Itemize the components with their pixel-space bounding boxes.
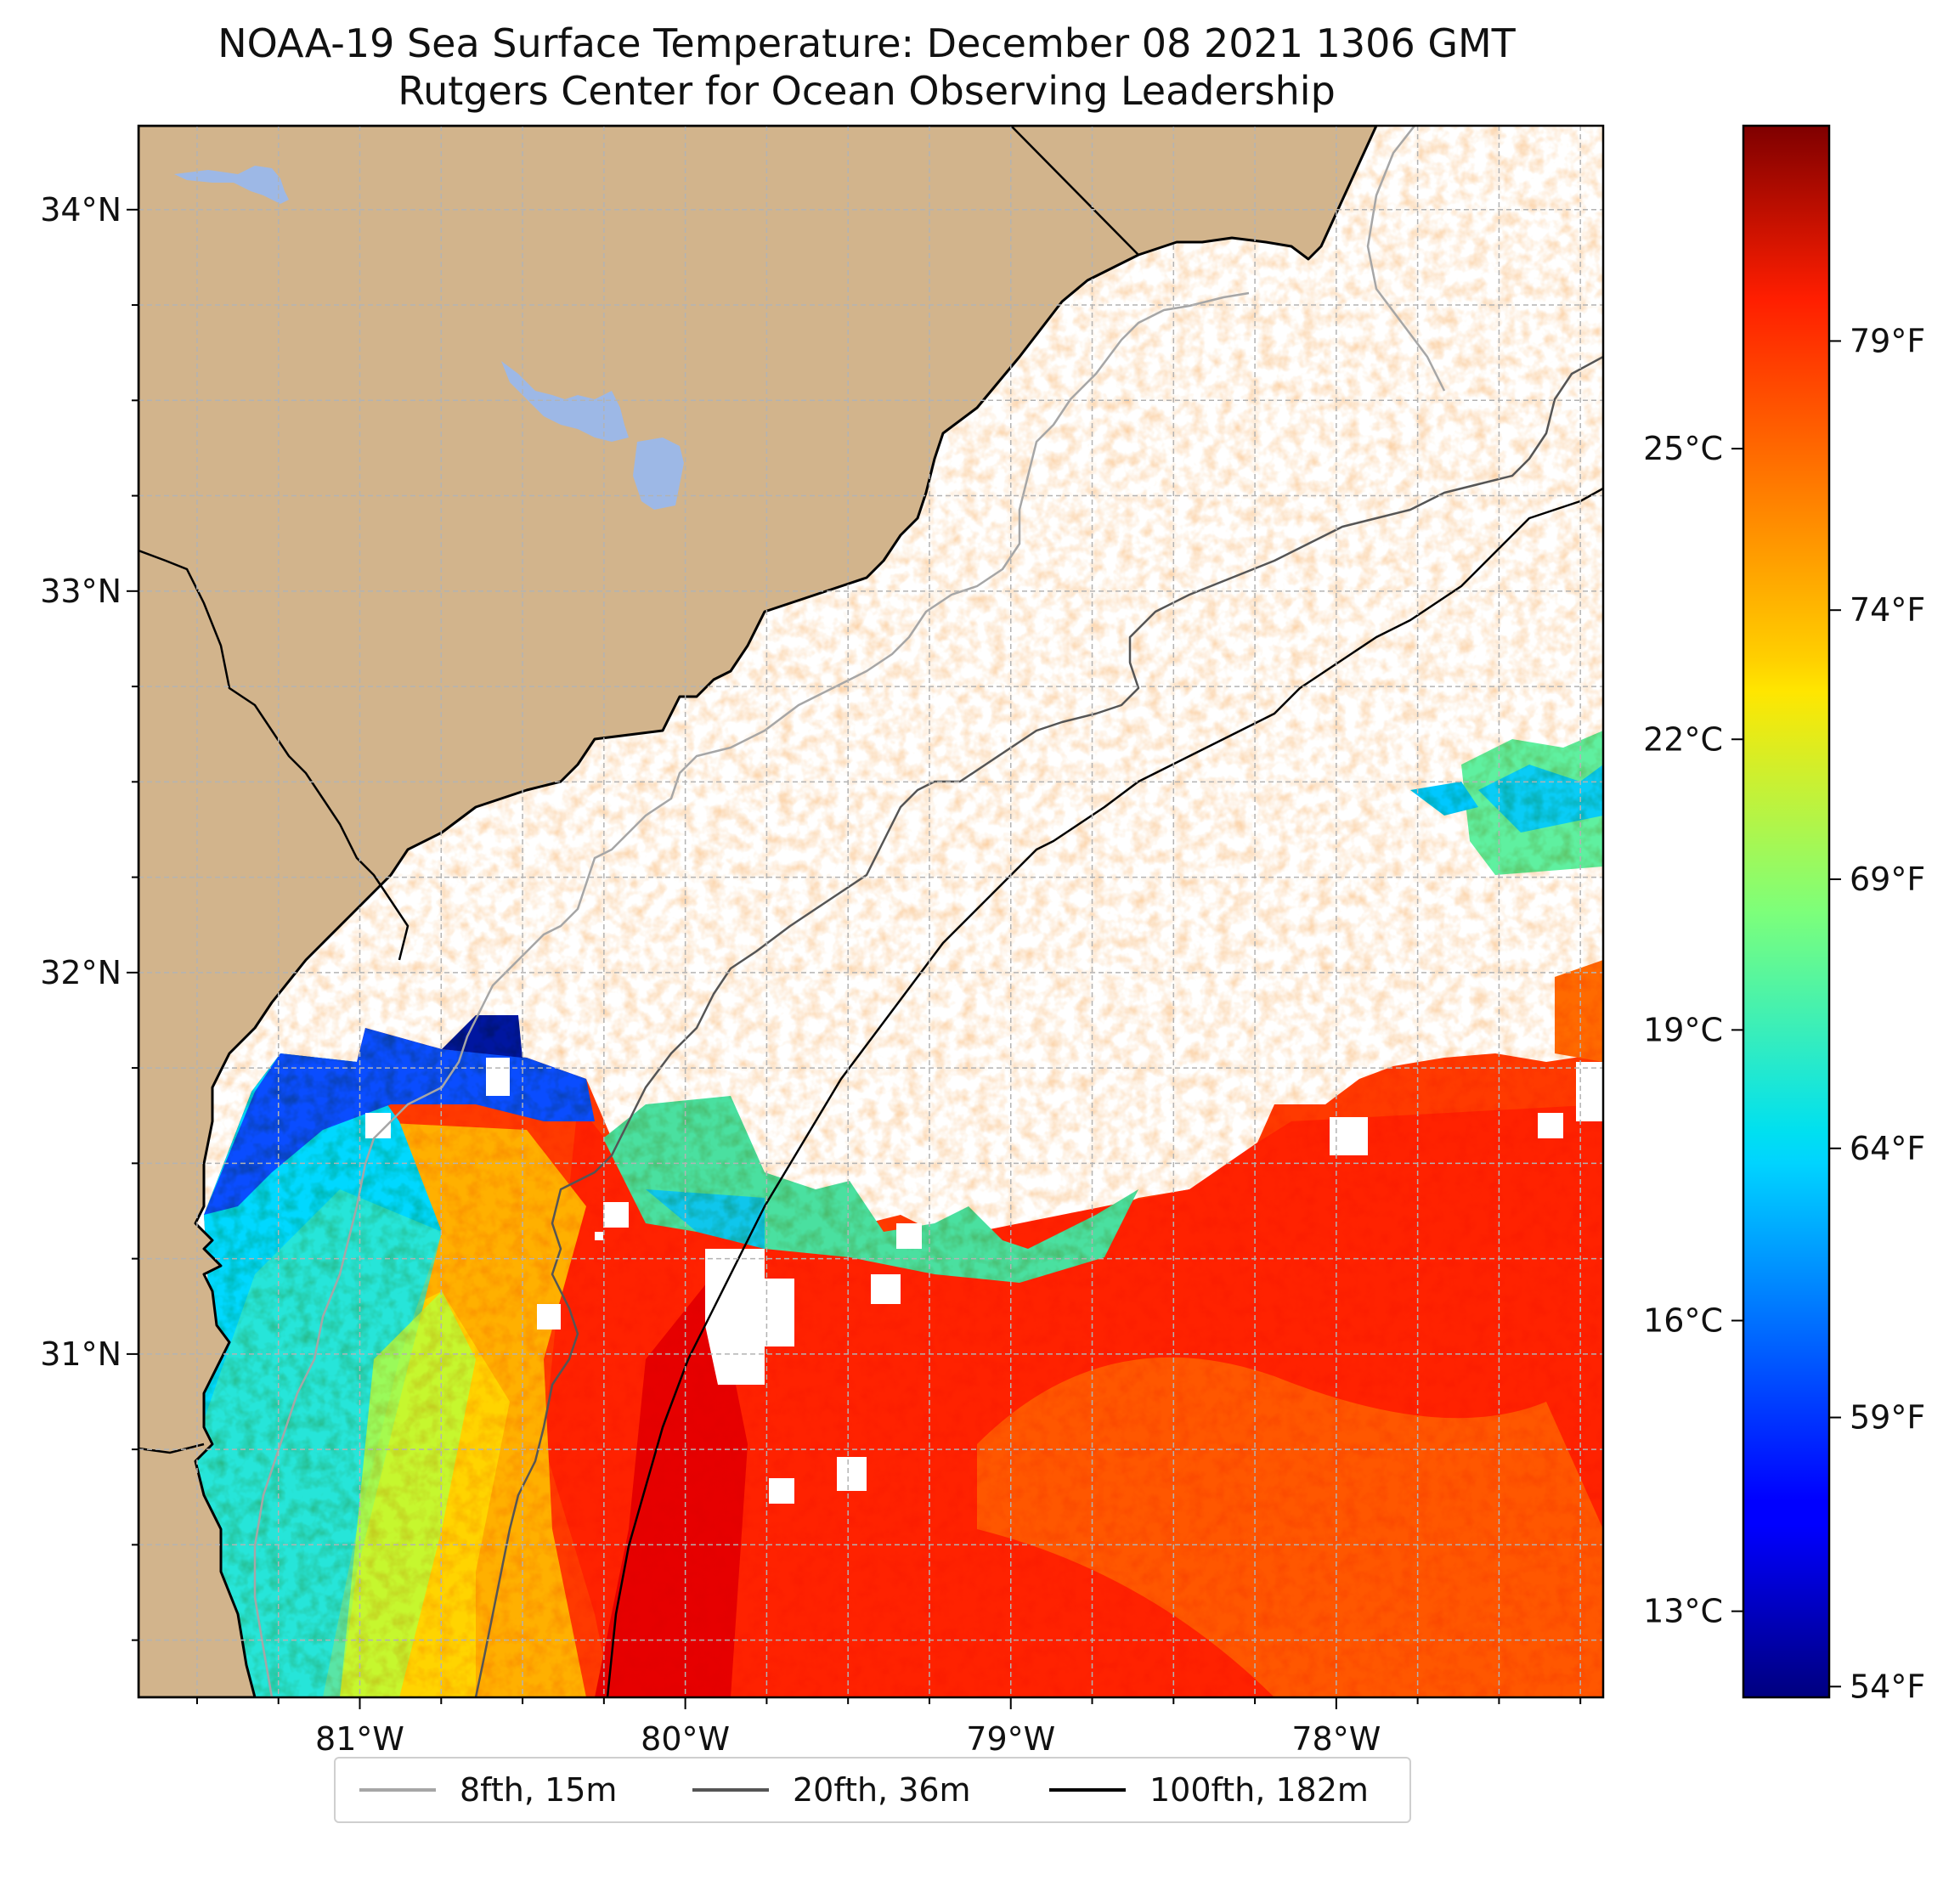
legend-label: 100fth, 182m [1149,1771,1369,1809]
colorbar-ticks: 79°F 74°F 69°F 64°F 59°F 54°F 25°C 22°C 19°C 16°C… [1643,322,1925,1705]
lakes [174,166,684,510]
legend-label: 20fth, 36m [793,1771,971,1809]
contour-8fth [253,126,1446,1697]
y-tick-label: 32°N [40,954,121,991]
contour-100fth [606,487,1603,1697]
colorbar-f-label: 54°F [1850,1668,1925,1705]
colorbar-c-label: 19°C [1643,1011,1723,1048]
legend-item-100fth: 100fth, 182m [1049,1759,1369,1821]
land-coastline [138,126,1378,1697]
chart-subtitle: Rutgers Center for Ocean Observing Leade… [398,68,1336,114]
map-gridlines [138,126,1603,1697]
x-tick-label: 78°W [1291,1720,1381,1758]
colorbar-c-label: 25°C [1643,430,1723,467]
legend-item-8fth: 8fth, 15m [359,1759,617,1821]
colorbar-f-label: 74°F [1850,591,1925,629]
chart-title: NOAA-19 Sea Surface Temperature: Decembe… [217,20,1516,66]
bathymetry-contours [253,126,1603,1697]
legend-item-20fth: 20fth, 36m [692,1759,971,1821]
map-axis-ticks: 81°W 80°W 79°W 78°W 34°N 33°N 32°N 31°N [40,191,1582,1758]
contour-20fth [474,355,1603,1697]
x-tick-label: 81°W [315,1720,404,1758]
colorbar-f-label: 79°F [1850,322,1925,359]
y-tick-label: 34°N [40,191,121,229]
colorbar-c-label: 13°C [1643,1593,1723,1630]
x-tick-label: 80°W [641,1720,730,1758]
colorbar-c-label: 16°C [1643,1302,1723,1340]
y-tick-label: 33°N [40,573,121,610]
colorbar-c-label: 22°C [1643,720,1723,758]
legend-swatch [359,1788,436,1792]
map-frame [137,124,1605,1699]
legend-swatch [1049,1788,1126,1792]
colorbar-f-label: 69°F [1850,861,1925,898]
y-tick-label: 31°N [40,1335,121,1373]
colorbar-f-label: 64°F [1850,1130,1925,1167]
colorbar-f-label: 59°F [1850,1399,1925,1437]
contour-legend: 8fth, 15m 20fth, 36m 100fth, 182m [334,1757,1411,1823]
legend-label: 8fth, 15m [460,1771,618,1809]
legend-swatch [692,1788,769,1792]
colorbar [1742,124,1831,1699]
x-tick-label: 79°W [966,1720,1055,1758]
